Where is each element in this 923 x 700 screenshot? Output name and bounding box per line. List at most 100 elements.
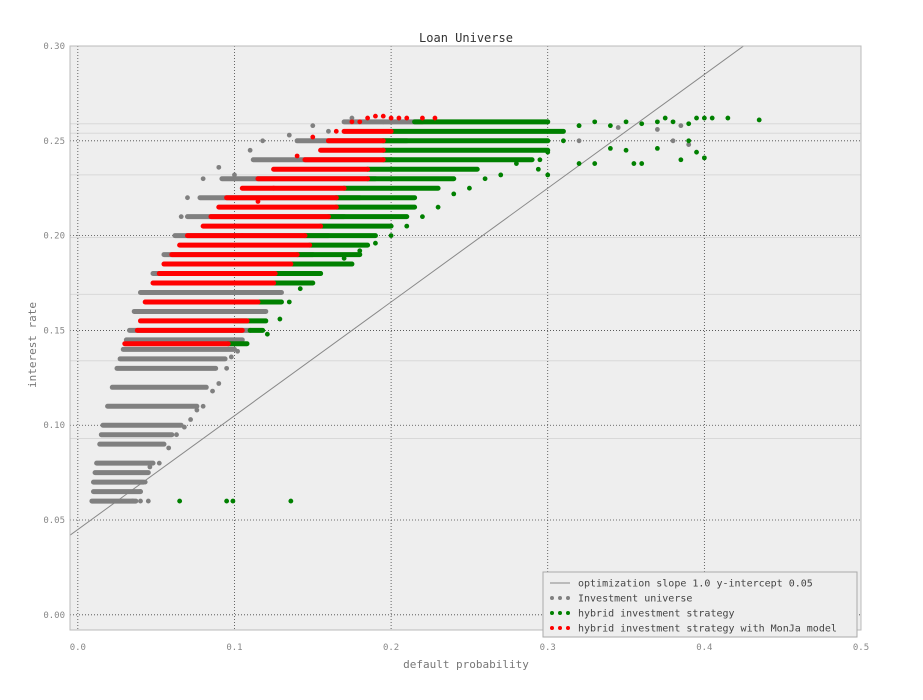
point-hybrid — [694, 115, 699, 121]
legend-point-marker — [550, 596, 554, 600]
point-universe — [138, 489, 143, 494]
point-universe — [178, 214, 184, 220]
point-monja — [239, 233, 245, 239]
point-hybrid — [670, 119, 676, 125]
point-hybrid — [607, 145, 613, 151]
point-universe — [235, 348, 240, 354]
legend-point-marker — [566, 626, 570, 630]
point-monja — [373, 113, 378, 119]
point-hybrid — [639, 121, 645, 127]
point-monja — [432, 115, 438, 121]
point-hybrid — [420, 214, 425, 220]
point-universe — [181, 424, 187, 430]
point-monja — [271, 185, 277, 191]
point-universe — [174, 432, 179, 438]
point-universe — [326, 128, 331, 134]
point-universe — [224, 365, 230, 371]
point-universe — [185, 195, 190, 201]
point-hybrid — [545, 149, 551, 155]
point-monja — [396, 115, 402, 121]
point-hybrid — [694, 149, 699, 155]
point-hybrid — [592, 119, 598, 125]
point-hybrid — [177, 498, 183, 504]
legend-label: optimization slope 1.0 y-intercept 0.05 — [578, 579, 813, 590]
x-axis-label: default probability — [403, 658, 529, 671]
legend-label: Investment universe — [578, 594, 692, 605]
point-universe — [615, 125, 621, 130]
point-hybrid — [388, 233, 394, 239]
y-tick-label: 0.30 — [43, 42, 65, 52]
point-hybrid — [404, 223, 410, 229]
point-universe — [138, 498, 143, 504]
point-universe — [200, 176, 206, 182]
point-universe — [349, 115, 355, 121]
point-hybrid — [230, 498, 236, 504]
y-tick-label: 0.05 — [43, 516, 65, 526]
point-hybrid — [607, 123, 613, 129]
point-hybrid — [326, 261, 331, 267]
point-hybrid — [514, 161, 519, 166]
y-tick-label: 0.15 — [43, 326, 65, 336]
point-universe — [260, 138, 266, 144]
point-monja — [294, 153, 300, 159]
series-monja — [122, 113, 438, 347]
point-universe — [188, 417, 194, 422]
x-tick-label: 0.1 — [226, 643, 242, 653]
y-tick-label: 0.25 — [43, 137, 65, 147]
point-universe — [654, 127, 660, 132]
y-tick-label: 0.20 — [43, 232, 65, 242]
point-monja — [357, 119, 363, 125]
axes: 0.0 0.1 0.2 0.3 0.4 0.5 0.00 0.05 0.10 0.15 0.20 0.… — [43, 42, 869, 653]
legend-point-marker — [566, 611, 570, 615]
x-tick-label: 0.3 — [540, 643, 556, 653]
point-universe — [286, 132, 292, 138]
legend-label: hybrid investment strategy with MonJa mo… — [578, 624, 837, 635]
point-universe — [194, 407, 200, 413]
y-tick-label: 0.00 — [43, 611, 65, 621]
point-hybrid — [264, 331, 270, 337]
point-universe — [232, 172, 237, 178]
y-tick-label: 0.10 — [43, 421, 65, 431]
point-monja — [380, 113, 386, 119]
point-hybrid — [592, 161, 598, 166]
point-hybrid — [623, 147, 629, 153]
point-universe — [380, 119, 386, 125]
point-hybrid — [576, 161, 582, 166]
point-hybrid — [631, 161, 637, 166]
point-monja — [333, 128, 339, 134]
point-hybrid — [662, 115, 668, 121]
x-tick-label: 0.2 — [383, 643, 399, 653]
x-tick-label: 0.0 — [70, 643, 86, 653]
point-hybrid — [373, 240, 378, 246]
point-universe — [678, 123, 684, 129]
point-hybrid — [639, 161, 645, 166]
point-universe — [142, 479, 148, 485]
point-monja — [388, 115, 394, 121]
series-hybrid — [177, 115, 762, 504]
point-hybrid — [482, 176, 488, 182]
point-universe — [576, 138, 582, 144]
point-hybrid — [576, 123, 582, 129]
point-universe — [247, 147, 253, 153]
point-universe — [130, 498, 136, 504]
point-monja — [310, 134, 316, 140]
point-hybrid — [560, 138, 566, 144]
optimization-line — [70, 46, 745, 536]
point-hybrid — [709, 115, 715, 121]
point-hybrid — [318, 271, 324, 276]
point-universe — [200, 403, 206, 409]
legend-label: hybrid investment strategy — [578, 609, 735, 620]
point-hybrid — [467, 185, 472, 191]
legend: optimization slope 1.0 y-intercept 0.05 I… — [542, 571, 858, 638]
point-universe — [216, 164, 222, 170]
x-tick-label: 0.4 — [696, 643, 712, 653]
point-hybrid — [297, 286, 303, 292]
point-hybrid — [623, 119, 629, 125]
point-universe — [670, 138, 676, 144]
point-hybrid — [545, 172, 551, 178]
point-hybrid — [435, 204, 441, 210]
point-hybrid — [451, 191, 457, 197]
point-hybrid — [357, 248, 363, 254]
point-monja — [365, 115, 371, 121]
